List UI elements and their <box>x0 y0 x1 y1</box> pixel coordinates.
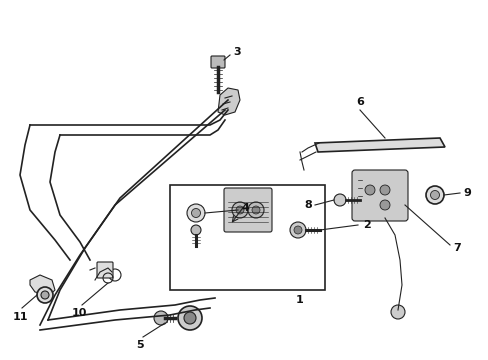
Circle shape <box>379 200 389 210</box>
Text: 6: 6 <box>355 97 363 107</box>
FancyBboxPatch shape <box>210 56 224 68</box>
Circle shape <box>178 306 202 330</box>
Text: 2: 2 <box>362 220 370 230</box>
Text: 7: 7 <box>452 243 460 253</box>
Polygon shape <box>314 138 444 152</box>
Text: 4: 4 <box>241 203 248 213</box>
Circle shape <box>293 226 302 234</box>
Circle shape <box>333 194 346 206</box>
Text: 3: 3 <box>232 47 240 57</box>
Text: 5: 5 <box>136 340 143 350</box>
Circle shape <box>154 311 168 325</box>
FancyBboxPatch shape <box>224 188 271 232</box>
Circle shape <box>236 206 244 214</box>
FancyBboxPatch shape <box>97 262 113 278</box>
Bar <box>170 185 325 290</box>
Circle shape <box>364 185 374 195</box>
Text: 10: 10 <box>71 308 86 318</box>
Text: 9: 9 <box>462 188 470 198</box>
Circle shape <box>429 190 439 199</box>
Polygon shape <box>218 88 240 115</box>
Text: 8: 8 <box>304 200 311 210</box>
Polygon shape <box>30 275 55 295</box>
Circle shape <box>425 186 443 204</box>
Text: 1: 1 <box>296 295 303 305</box>
Circle shape <box>390 305 404 319</box>
Circle shape <box>289 222 305 238</box>
Circle shape <box>191 208 200 217</box>
Circle shape <box>231 202 247 218</box>
Circle shape <box>251 206 260 214</box>
Circle shape <box>37 287 53 303</box>
Circle shape <box>183 312 196 324</box>
Text: 11: 11 <box>12 312 28 322</box>
Circle shape <box>247 202 264 218</box>
Circle shape <box>191 225 201 235</box>
Circle shape <box>186 204 204 222</box>
Circle shape <box>41 291 49 299</box>
Circle shape <box>379 185 389 195</box>
FancyBboxPatch shape <box>351 170 407 221</box>
